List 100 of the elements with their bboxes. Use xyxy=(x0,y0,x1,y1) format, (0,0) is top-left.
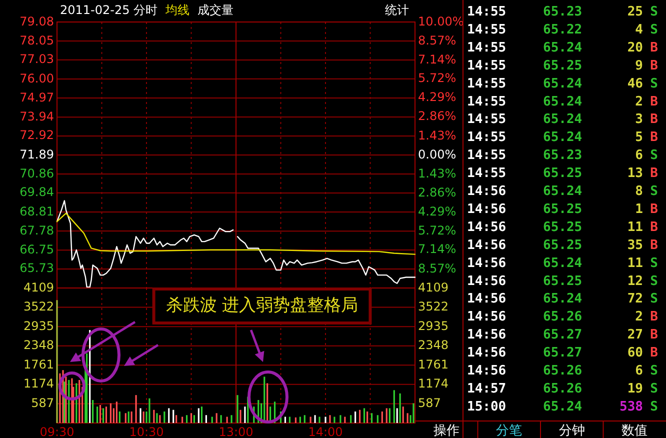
y-tick-label: 77.03 xyxy=(20,52,54,66)
y2-tick-label: 3522 xyxy=(418,300,449,314)
y-tick-label: 66.75 xyxy=(20,242,54,256)
annotation: 杀跌波 进入弱势盘整格局 xyxy=(166,296,358,316)
text: 14:56 xyxy=(467,202,506,218)
x-tick-label: 10:30 xyxy=(129,425,164,438)
category-label: 分钟 xyxy=(558,424,585,438)
y-tick-label: 65.73 xyxy=(20,261,54,276)
text: 14:55 xyxy=(467,112,506,128)
text: S xyxy=(650,4,658,20)
text: 65.25 xyxy=(543,238,582,253)
text: 8 xyxy=(635,184,644,200)
text: 65.24 xyxy=(543,399,582,414)
x-tick-label: 14:00 xyxy=(308,425,343,438)
text: 2 xyxy=(635,310,643,325)
text: 15:00 xyxy=(467,399,506,414)
text: S xyxy=(650,274,658,289)
y-tick-label: 2935 xyxy=(23,318,54,333)
y-tick-label: 2348 xyxy=(23,338,54,352)
y2-tick-label: 5.72% xyxy=(418,223,456,238)
y2-tick-label: 8.57% xyxy=(418,261,456,276)
text: 19 xyxy=(627,381,643,397)
y-tick-label: 1761 xyxy=(23,357,54,372)
y-tick-label: 69.84 xyxy=(20,185,54,200)
category-label: 分笔 xyxy=(496,424,522,438)
text: 65.24 xyxy=(543,112,582,128)
y2-tick-label: 2935 xyxy=(418,318,449,333)
text: 65.25 xyxy=(543,58,582,74)
y2-tick-label: 5.72% xyxy=(418,71,456,86)
text: S xyxy=(650,381,658,397)
text: 6 xyxy=(635,148,644,164)
y2-tick-label: 1.43% xyxy=(418,128,456,142)
y-tick-label: 74.97 xyxy=(20,90,54,104)
text: B xyxy=(650,112,658,128)
text: 11 xyxy=(627,256,644,271)
text: 14:55 xyxy=(467,94,506,110)
text: 14:57 xyxy=(467,381,506,397)
y2-tick-label: 2348 xyxy=(418,338,449,352)
y2-tick-label: 4109 xyxy=(418,280,449,294)
y-tick-label: 4109 xyxy=(23,280,54,294)
text: 14:56 xyxy=(467,364,506,379)
text: 均线 xyxy=(164,3,190,17)
y2-tick-label: 7.14% xyxy=(418,52,456,66)
text: 12 xyxy=(627,274,643,289)
text: 9 xyxy=(635,58,643,74)
text: 65.23 xyxy=(543,4,582,20)
text: 65.26 xyxy=(543,364,582,379)
y2-tick-label: 7.14% xyxy=(418,242,456,256)
text: S xyxy=(650,399,658,414)
text: 65.24 xyxy=(543,40,582,56)
text: 14:55 xyxy=(467,40,506,56)
text: 13 xyxy=(627,166,643,182)
text: B xyxy=(650,40,658,56)
text: 27 xyxy=(627,328,643,343)
text: S xyxy=(650,76,658,92)
text: 14:55 xyxy=(467,148,506,164)
y-tick-label: 68.81 xyxy=(20,204,54,218)
y-tick-label: 70.86 xyxy=(20,166,54,180)
text: 14:56 xyxy=(467,220,506,235)
y2-tick-label: 587 xyxy=(418,396,441,410)
y2-tick-label: 4.29% xyxy=(418,204,456,218)
x-tick-label: 09:30 xyxy=(40,425,74,438)
text: 65.26 xyxy=(543,381,582,397)
text: 65.24 xyxy=(543,76,582,92)
text: 60 xyxy=(627,346,644,361)
text: B xyxy=(650,238,658,253)
text: B xyxy=(650,166,658,182)
text: 65.24 xyxy=(543,256,582,271)
text: B xyxy=(650,220,658,235)
text: 2 xyxy=(635,94,643,110)
text: 65.24 xyxy=(543,292,582,307)
text: 14:55 xyxy=(467,4,506,20)
text: 25 xyxy=(627,4,643,20)
text: 65.24 xyxy=(543,130,582,146)
y-tick-label: 79.08 xyxy=(20,14,54,28)
text: 65.27 xyxy=(543,328,582,343)
y2-tick-label: 8.57% xyxy=(418,33,456,48)
category-label: 操作 xyxy=(433,424,460,438)
text: B xyxy=(650,58,658,74)
text: 14:56 xyxy=(467,292,506,307)
text: 65.23 xyxy=(543,148,582,164)
y-tick-label: 1174 xyxy=(23,376,54,391)
y-tick-label: 76.00 xyxy=(20,71,54,86)
text: 65.25 xyxy=(543,220,582,235)
text: 538 xyxy=(620,399,644,414)
text: 14:55 xyxy=(467,58,506,74)
y2-tick-label: 1174 xyxy=(418,376,449,391)
category-label: 数值 xyxy=(622,424,648,438)
text: 1 xyxy=(635,202,644,218)
text: 65.26 xyxy=(543,310,582,325)
text: B xyxy=(650,94,658,110)
y-tick-label: 71.89 xyxy=(20,147,54,162)
text: S xyxy=(650,184,658,200)
y-tick-label: 3522 xyxy=(23,300,54,314)
y2-tick-label: 0.00% xyxy=(418,147,456,162)
text: 65.25 xyxy=(543,202,582,218)
text: 4 xyxy=(635,22,644,38)
text: 20 xyxy=(627,40,644,56)
y-tick-label: 78.05 xyxy=(20,33,54,48)
text: 14:56 xyxy=(467,274,506,289)
